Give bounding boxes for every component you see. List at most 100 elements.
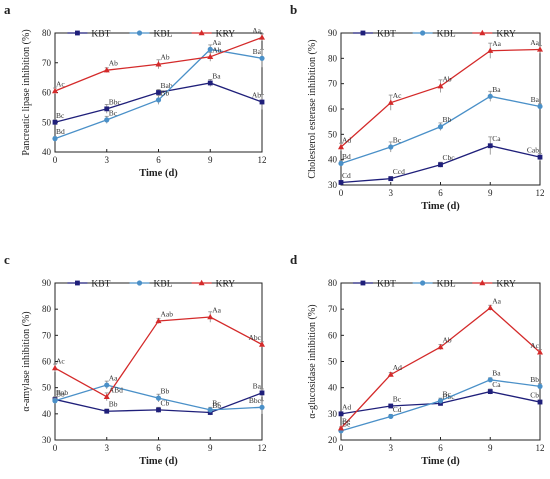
legend-label: KRY: [496, 30, 516, 40]
series-kbt: Bc Bbc Bab Ba Ab: [52, 71, 265, 125]
data-point: [388, 403, 394, 409]
data-point: [259, 55, 265, 61]
data-point: [388, 413, 394, 420]
legend-label: KBT: [377, 30, 396, 40]
data-point: [537, 103, 543, 110]
data-point: [437, 124, 444, 130]
legend-label: KBT: [91, 30, 110, 40]
legend-item-kry: KRY: [191, 279, 235, 290]
data-point: [487, 389, 493, 394]
data-label: Aa: [109, 374, 118, 383]
legend-marker: [198, 279, 205, 286]
data-label: Bb: [443, 115, 452, 124]
data-point: [104, 408, 110, 414]
x-tick-label: 12: [536, 443, 545, 453]
data-label: Ac: [56, 357, 65, 366]
data-label: Bc: [443, 389, 452, 398]
data-point: [259, 404, 265, 410]
series-kbt: Cd Ccd Cbc Ca Cab: [338, 134, 543, 185]
series-kry: Ad Ac Ab Aa Aa: [338, 38, 543, 151]
data-label: Aa: [212, 306, 221, 315]
data-label: Bd: [342, 152, 351, 161]
data-label: Ab: [212, 45, 221, 54]
panel-letter: b: [290, 2, 297, 17]
data-label: ABd: [109, 385, 123, 394]
y-tick-label: 60: [42, 88, 52, 98]
data-point: [437, 398, 444, 404]
y-tick-label: 40: [42, 147, 52, 157]
data-label: Bc: [109, 108, 118, 117]
data-point: [437, 343, 444, 350]
x-axis-title: Time (d): [421, 201, 460, 212]
y-tick-label: 60: [42, 357, 52, 367]
x-tick-label: 9: [208, 443, 213, 453]
series-kbl: Bd Bc Bb Aa Ba: [52, 38, 265, 142]
x-tick-label: 3: [389, 188, 394, 198]
series-kbl: Be Cd Bc Ba Bb: [338, 368, 543, 434]
panel-b: b 30 40 50 60 70 80 90 0 3 6 9 12 Time (d) Cholesterol…: [290, 2, 545, 212]
data-point: [487, 377, 493, 383]
legend-marker: [360, 30, 366, 36]
data-label: Cab: [527, 146, 539, 155]
data-point: [338, 411, 344, 417]
y-tick-label: 40: [42, 409, 52, 419]
legend-label: KBL: [154, 280, 173, 290]
x-tick-label: 3: [105, 155, 110, 165]
y-tick-label: 70: [42, 58, 52, 68]
data-point: [487, 304, 494, 311]
x-tick-label: 0: [53, 155, 58, 165]
legend-label: KRY: [496, 280, 516, 290]
data-point: [156, 90, 161, 95]
x-tick-label: 3: [105, 443, 110, 453]
y-tick-label: 90: [42, 278, 52, 288]
data-label: Bc: [393, 136, 402, 145]
data-point: [52, 364, 58, 371]
data-label: Aa: [212, 38, 221, 47]
data-point: [155, 97, 162, 103]
data-point: [388, 176, 394, 182]
series-kry: Be Ad Ab Aa Ac: [338, 296, 543, 431]
legend-item-kbt: KBT: [67, 30, 111, 40]
data-label: Cd: [342, 171, 351, 180]
legend-item-kbl: KBL: [129, 30, 173, 40]
data-label: Ca: [492, 380, 501, 389]
y-tick-label: 80: [42, 28, 52, 38]
series-line: [54, 316, 263, 398]
data-label: Aa: [492, 296, 501, 305]
panel-letter: d: [290, 252, 298, 267]
y-tick-label: 60: [328, 330, 338, 340]
data-label: Ba: [492, 85, 501, 94]
data-label: Ad: [342, 136, 351, 145]
data-point: [155, 61, 162, 67]
data-label: Bbc: [249, 396, 262, 405]
data-label: Be: [342, 419, 351, 428]
data-point: [207, 407, 213, 413]
y-tick-label: 70: [42, 330, 52, 340]
y-tick-label: 70: [328, 304, 338, 314]
legend-item-kry: KRY: [472, 30, 516, 40]
data-label: Ab: [443, 75, 452, 84]
legend-marker: [360, 280, 366, 286]
panel-a: a 40 50 60 70 80 0 3 6 9 12 Time (d) Pancreatic lipa…: [4, 2, 267, 179]
data-point: [437, 83, 444, 89]
data-point: [104, 382, 110, 388]
data-point: [52, 398, 58, 404]
data-label: Bb: [530, 375, 539, 384]
data-point: [438, 162, 443, 168]
x-tick-label: 12: [258, 443, 267, 453]
x-tick-label: 6: [156, 155, 161, 165]
data-point: [537, 349, 543, 355]
data-label: Ad: [393, 363, 402, 372]
legend-marker: [136, 280, 143, 286]
data-label: Bc: [212, 398, 221, 407]
data-point: [338, 425, 344, 431]
data-label: Aa: [252, 26, 261, 35]
data-label: Ac: [530, 341, 539, 350]
legend-label: KBL: [437, 30, 456, 40]
data-point: [103, 66, 110, 73]
legend-marker: [198, 29, 205, 36]
data-label: Aa: [492, 39, 501, 48]
data-point: [487, 93, 493, 99]
